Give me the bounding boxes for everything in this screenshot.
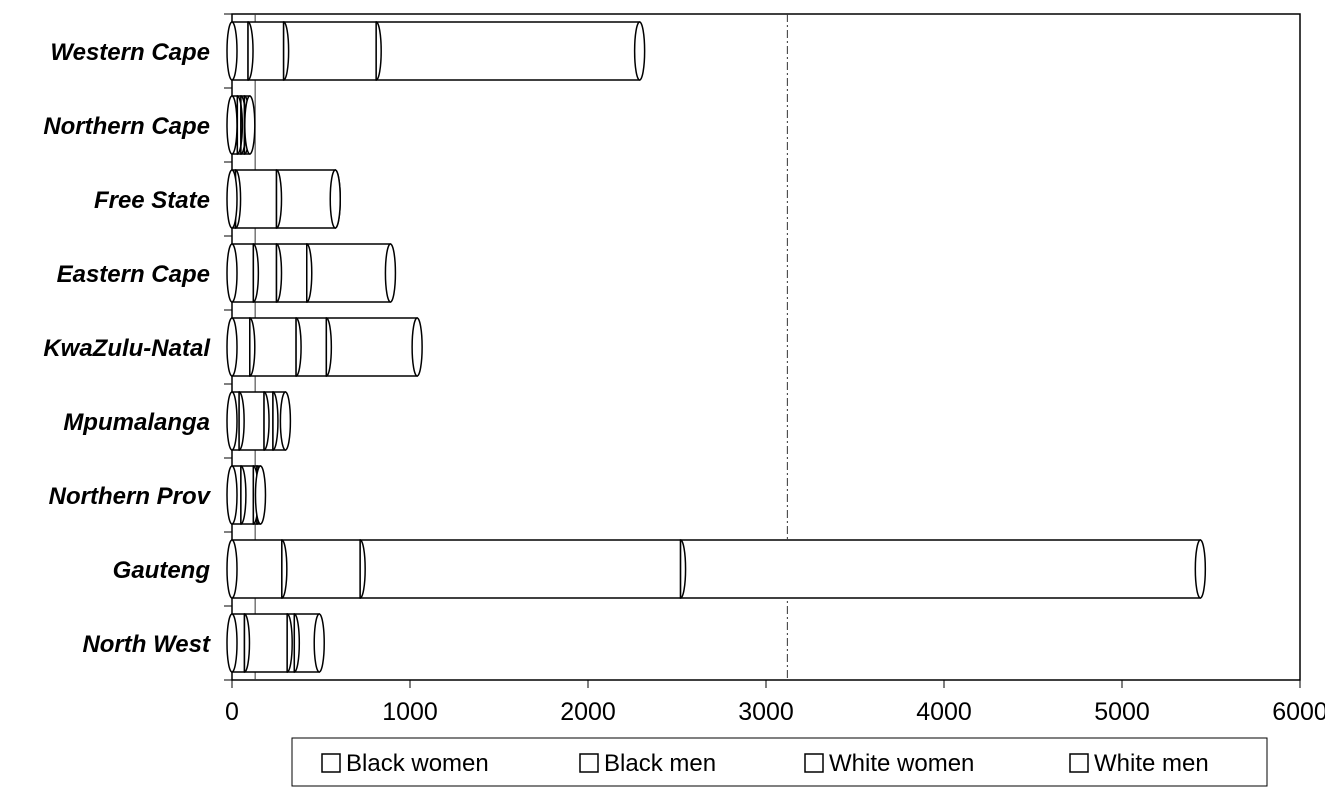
bar-group-kwazulu-natal <box>226 317 423 377</box>
segment-divider <box>249 317 256 377</box>
segment-divider <box>286 613 293 673</box>
bar-left-cap <box>226 21 238 81</box>
bar-left-cap <box>226 169 238 229</box>
bar-end-cap <box>329 169 341 229</box>
category-label: North West <box>82 631 211 658</box>
bar-segment-white-women <box>282 21 377 81</box>
segment-divider <box>235 169 242 229</box>
bar-segment-white-men <box>679 539 1202 599</box>
x-tick-label: 2000 <box>560 698 616 726</box>
segment-divider <box>237 95 244 155</box>
segment-divider <box>326 317 333 377</box>
bar-segment-black-men <box>243 613 288 673</box>
segment-divider <box>306 243 313 303</box>
segment-divider <box>294 613 301 673</box>
x-tick-label: 4000 <box>916 698 972 726</box>
segment-divider <box>247 21 254 81</box>
bar-left-cap <box>226 613 238 673</box>
legend-label: White women <box>829 750 974 777</box>
legend-swatch <box>804 753 824 773</box>
segment-divider <box>244 613 251 673</box>
legend: Black women Black men White women White men <box>291 737 1268 787</box>
segment-divider <box>359 539 366 599</box>
segment-divider <box>240 465 247 525</box>
bar-end-cap <box>1194 539 1207 599</box>
bar-group-western-cape <box>226 21 646 81</box>
segment-divider <box>295 317 302 377</box>
segment-divider <box>272 391 279 451</box>
segment-divider <box>680 539 687 599</box>
bar-end-cap <box>313 613 325 673</box>
x-tick-label: 3000 <box>738 698 794 726</box>
legend-swatch <box>1069 753 1089 773</box>
bar-end-cap <box>279 391 292 451</box>
legend-box <box>291 737 1268 787</box>
category-label: KwaZulu-Natal <box>43 335 211 362</box>
category-label: Western Cape <box>50 39 210 66</box>
bar-left-cap <box>226 317 238 377</box>
bar-left-cap <box>226 539 238 599</box>
legend-label: White men <box>1094 750 1209 777</box>
bar-group-northern-cape <box>226 95 256 155</box>
segment-divider <box>253 243 260 303</box>
segment-divider <box>263 391 270 451</box>
x-tick-label: 0 <box>225 698 239 726</box>
bar-segment-black-men <box>249 317 297 377</box>
bar-layer <box>226 21 1207 673</box>
bar-group-mpumalanga <box>226 391 292 451</box>
segment-divider <box>276 169 283 229</box>
category-label: Northern Prov <box>49 483 212 510</box>
bar-left-cap <box>226 243 238 303</box>
x-tick-label: 1000 <box>382 698 438 726</box>
bar-group-northern-prov <box>226 465 267 525</box>
segment-divider <box>276 243 283 303</box>
segment-divider <box>238 391 245 451</box>
bar-end-cap <box>633 21 646 81</box>
bar-end-cap <box>254 465 267 525</box>
bar-left-cap <box>226 391 238 451</box>
bar-segment-white-men <box>375 21 641 81</box>
bar-group-eastern-cape <box>226 243 397 303</box>
category-label: Mpumalanga <box>63 409 210 436</box>
bar-segment-white-men <box>325 317 418 377</box>
bar-segment-white-women <box>275 243 308 303</box>
x-tick-label: 5000 <box>1094 698 1150 726</box>
bar-end-cap <box>411 317 423 377</box>
bar-segment-white-women <box>275 169 336 229</box>
bar-end-cap <box>244 95 256 155</box>
bar-left-cap <box>226 465 238 525</box>
category-label: Eastern Cape <box>57 261 210 288</box>
bar-group-north-west <box>226 613 325 673</box>
category-labels: Western Cape Northern Cape Free State Easte… <box>43 39 211 658</box>
bar-group-gauteng <box>226 539 1207 599</box>
segment-divider <box>375 21 382 81</box>
legend-label: Black men <box>604 750 716 777</box>
bar-segment-black-men <box>281 539 361 599</box>
x-tick-label: 6000 <box>1272 698 1325 726</box>
bar-end-cap <box>384 243 397 303</box>
bar-segment-black-men <box>234 169 278 229</box>
segment-divider <box>281 539 288 599</box>
bar-segment-black-women <box>231 539 283 599</box>
bar-segment-black-men <box>247 21 285 81</box>
bar-group-free-state <box>226 169 341 229</box>
bar-segment-white-men <box>306 243 392 303</box>
legend-swatch <box>579 753 599 773</box>
category-label: Gauteng <box>113 557 211 584</box>
x-axis-ticks: 0 1000 2000 3000 4000 5000 6000 <box>225 680 1325 726</box>
segment-divider <box>283 21 290 81</box>
category-label: Northern Cape <box>43 113 210 140</box>
bar-segment-black-men <box>240 465 255 525</box>
bar-left-cap <box>226 95 238 155</box>
bar-segment-white-women <box>359 539 682 599</box>
legend-swatch <box>321 753 341 773</box>
legend-label: Black women <box>346 750 489 777</box>
category-label: Free State <box>94 187 210 214</box>
